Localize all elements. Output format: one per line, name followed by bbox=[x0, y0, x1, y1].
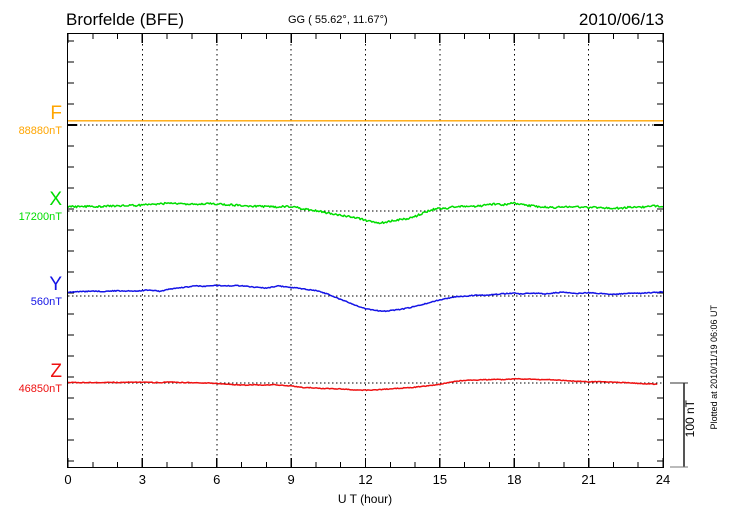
geographic-coordinates: GG ( 55.62°, 11.67°) bbox=[288, 14, 388, 26]
x-tick-label-24: 24 bbox=[655, 472, 671, 487]
coords-text: GG ( 55.62°, 11.67°) bbox=[288, 14, 388, 26]
x-tick-label-6: 6 bbox=[213, 472, 221, 487]
component-label-f: F 88880nT bbox=[0, 104, 62, 137]
x-tick-label-12: 12 bbox=[358, 472, 373, 487]
component-label-z: Z 46850nT bbox=[0, 362, 62, 395]
component-letter-z: Z bbox=[50, 361, 62, 382]
scale-bar-label: 100 nT bbox=[683, 400, 697, 438]
magnetogram-plot bbox=[68, 34, 663, 467]
station-title: Brorfelde (BFE) bbox=[66, 10, 185, 29]
component-baseline-x: 17200nT bbox=[18, 211, 62, 223]
x-tick-label-15: 15 bbox=[432, 472, 448, 487]
plot-frame bbox=[67, 33, 664, 468]
component-letter-x: X bbox=[49, 189, 62, 210]
x-tick-label-9: 9 bbox=[287, 472, 295, 487]
plotted-timestamp: Plotted at 2010/11/19 06:06 UT bbox=[709, 305, 719, 430]
observation-date: 2010/06/13 bbox=[578, 10, 664, 29]
x-tick-label-3: 3 bbox=[138, 472, 146, 487]
x-tick-label-0: 0 bbox=[64, 472, 72, 487]
component-letter-f: F bbox=[50, 103, 62, 124]
component-label-x: X 17200nT bbox=[0, 190, 62, 223]
x-tick-label-21: 21 bbox=[581, 472, 596, 487]
scale-bar bbox=[670, 382, 688, 468]
component-baseline-y: 560nT bbox=[30, 296, 62, 308]
component-label-y: Y 560nT bbox=[0, 275, 62, 308]
component-letter-y: Y bbox=[49, 274, 62, 295]
x-axis-title: U T (hour) bbox=[337, 492, 393, 506]
component-baseline-z: 46850nT bbox=[18, 383, 62, 395]
component-baseline-f: 88880nT bbox=[18, 125, 62, 137]
x-tick-label-18: 18 bbox=[507, 472, 522, 487]
